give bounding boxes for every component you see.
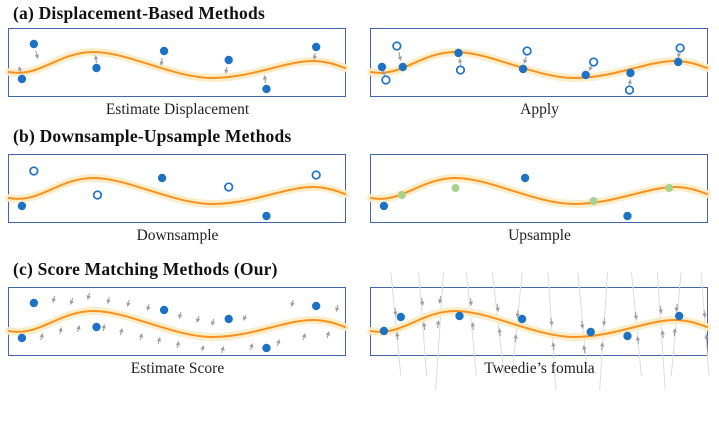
panel-c-estimate-score (5, 287, 349, 356)
panel-c-tweedie (367, 271, 711, 391)
panel-b-upsample-plot (367, 173, 711, 221)
caption-apply: Apply (520, 101, 559, 118)
panel-c-estimate-score-plot (5, 292, 349, 354)
caption-downsample: Downsample (136, 227, 219, 244)
panel-a-apply (367, 28, 711, 97)
caption-estimate-score: Estimate Score (130, 360, 225, 377)
panel-a-apply-plot (367, 41, 711, 95)
panel-b-downsample (5, 154, 349, 223)
panel-a-estimate-displacement-plot (5, 39, 349, 94)
section-b-title: (b) Downsample-Upsample Methods (13, 126, 292, 146)
panel-c-tweedie-plot (367, 271, 711, 391)
section-c-title: (c) Score Matching Methods (Our) (13, 259, 278, 279)
caption-upsample: Upsample (508, 227, 571, 244)
panel-b-upsample (367, 154, 711, 223)
caption-tweedie-formula: Tweedie’s fomula (484, 360, 595, 377)
section-a-title: (a) Displacement-Based Methods (13, 3, 265, 23)
panel-a-estimate-displacement (5, 28, 349, 97)
caption-estimate-displacement: Estimate Displacement (105, 101, 250, 118)
panel-b-downsample-plot (5, 166, 349, 221)
